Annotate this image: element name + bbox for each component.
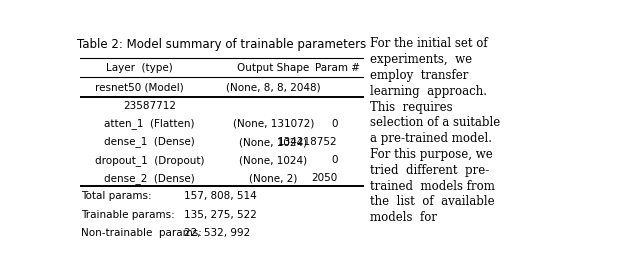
Text: Layer  (type): Layer (type): [106, 62, 173, 73]
Text: employ  transfer: employ transfer: [370, 69, 468, 82]
Text: the  list  of  available: the list of available: [370, 195, 495, 209]
Text: For the initial set of: For the initial set of: [370, 37, 488, 50]
Text: Output Shape: Output Shape: [237, 62, 310, 73]
Text: 135, 275, 522: 135, 275, 522: [184, 210, 257, 219]
Text: 23587712: 23587712: [123, 101, 176, 111]
Text: Param #: Param #: [316, 62, 360, 73]
Text: tried  different  pre-: tried different pre-: [370, 164, 490, 177]
Text: dense_2  (Dense): dense_2 (Dense): [104, 173, 195, 184]
Text: Total params:: Total params:: [81, 191, 152, 201]
Text: dropout_1  (Dropout): dropout_1 (Dropout): [95, 155, 204, 166]
Text: a pre-trained model.: a pre-trained model.: [370, 132, 492, 145]
Text: Table 2: Model summary of trainable parameters: Table 2: Model summary of trainable para…: [77, 38, 366, 51]
Text: learning  approach.: learning approach.: [370, 85, 487, 98]
Text: (None, 131072): (None, 131072): [233, 119, 314, 129]
Text: 2050: 2050: [312, 173, 338, 183]
Text: trained  models from: trained models from: [370, 180, 495, 193]
Text: For this purpose, we: For this purpose, we: [370, 148, 493, 161]
Text: (None, 1024): (None, 1024): [239, 137, 307, 147]
Text: Non-trainable  params:: Non-trainable params:: [81, 227, 202, 238]
Text: 157, 808, 514: 157, 808, 514: [184, 191, 257, 201]
Text: 134218752: 134218752: [278, 137, 338, 147]
Text: 0: 0: [332, 119, 338, 129]
Text: (None, 2): (None, 2): [249, 173, 298, 183]
Text: experiments,  we: experiments, we: [370, 53, 472, 66]
Text: (None, 8, 8, 2048): (None, 8, 8, 2048): [226, 82, 321, 92]
Text: resnet50 (Model): resnet50 (Model): [95, 82, 184, 92]
Text: selection of a suitable: selection of a suitable: [370, 116, 500, 129]
Text: This  requires: This requires: [370, 100, 452, 113]
Text: models  for: models for: [370, 211, 437, 224]
Text: 0: 0: [332, 155, 338, 165]
Text: dense_1  (Dense): dense_1 (Dense): [104, 137, 195, 147]
Text: 22, 532, 992: 22, 532, 992: [184, 227, 250, 238]
Text: atten_1  (Flatten): atten_1 (Flatten): [104, 119, 195, 129]
Text: Trainable params:: Trainable params:: [81, 210, 175, 219]
Text: (None, 1024): (None, 1024): [239, 155, 307, 165]
